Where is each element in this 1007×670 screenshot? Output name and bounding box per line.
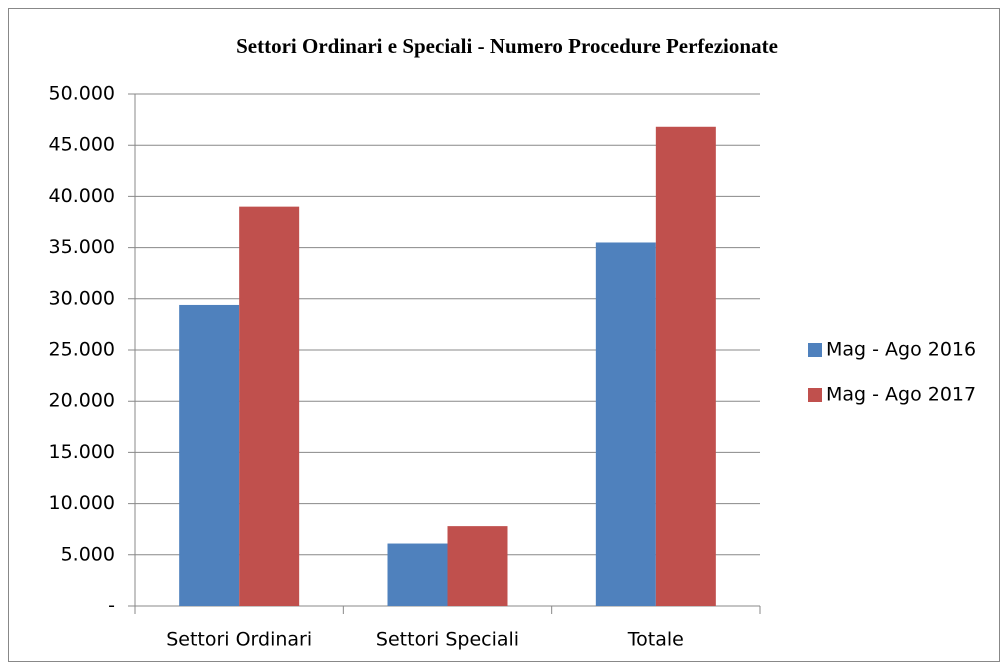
y-tick-label: 50.000 [49, 83, 115, 105]
bar [239, 206, 300, 606]
y-tick-label: 10.000 [49, 492, 115, 514]
x-tick-label: Settori Ordinari [166, 629, 312, 651]
legend-swatch [808, 343, 822, 357]
bar [387, 543, 448, 606]
y-tick-label: 20.000 [49, 390, 115, 412]
y-tick-label: - [108, 595, 115, 617]
bar [179, 304, 240, 606]
y-tick-label: 45.000 [49, 134, 115, 156]
legend-label: Mag - Ago 2017 [826, 384, 976, 406]
bar [595, 242, 656, 607]
y-tick-label: 30.000 [49, 287, 115, 309]
legend-swatch [808, 388, 822, 402]
bar [447, 526, 508, 606]
y-tick-label: 35.000 [49, 236, 115, 258]
y-tick-label: 5.000 [61, 543, 115, 565]
legend-label: Mag - Ago 2016 [826, 339, 976, 361]
y-tick-label: 15.000 [49, 441, 115, 463]
x-tick-label: Totale [627, 629, 684, 651]
y-tick-label: 25.000 [49, 339, 115, 361]
y-tick-label: 40.000 [49, 185, 115, 207]
x-tick-label: Settori Speciali [376, 629, 519, 651]
bar [655, 126, 716, 606]
chart-title: Settori Ordinari e Speciali - Numero Pro… [236, 34, 778, 58]
